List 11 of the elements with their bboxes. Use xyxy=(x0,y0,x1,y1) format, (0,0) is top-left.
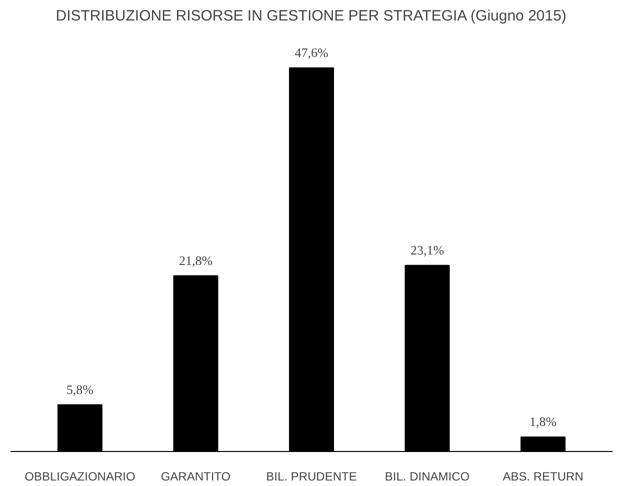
data-label: 21,8% xyxy=(178,252,213,268)
x-tick-label: BIL. PRUDENTE xyxy=(266,470,357,484)
chart-title: DISTRIBUZIONE RISORSE IN GESTIONE PER STRATEGIA (Giugno 2015) xyxy=(56,8,566,24)
x-tick-label: ABS. RETURN xyxy=(502,470,584,484)
data-label: 1,8% xyxy=(530,414,557,429)
x-tick-label: BIL. DINAMICO xyxy=(384,470,470,484)
x-tick-label: GARANTITO xyxy=(160,470,231,484)
x-tick-label: OBBLIGAZIONARIO xyxy=(24,470,136,484)
data-label: 5,8% xyxy=(66,382,94,397)
data-label: 47,6% xyxy=(294,44,328,60)
data-label: 23,1% xyxy=(410,242,444,258)
